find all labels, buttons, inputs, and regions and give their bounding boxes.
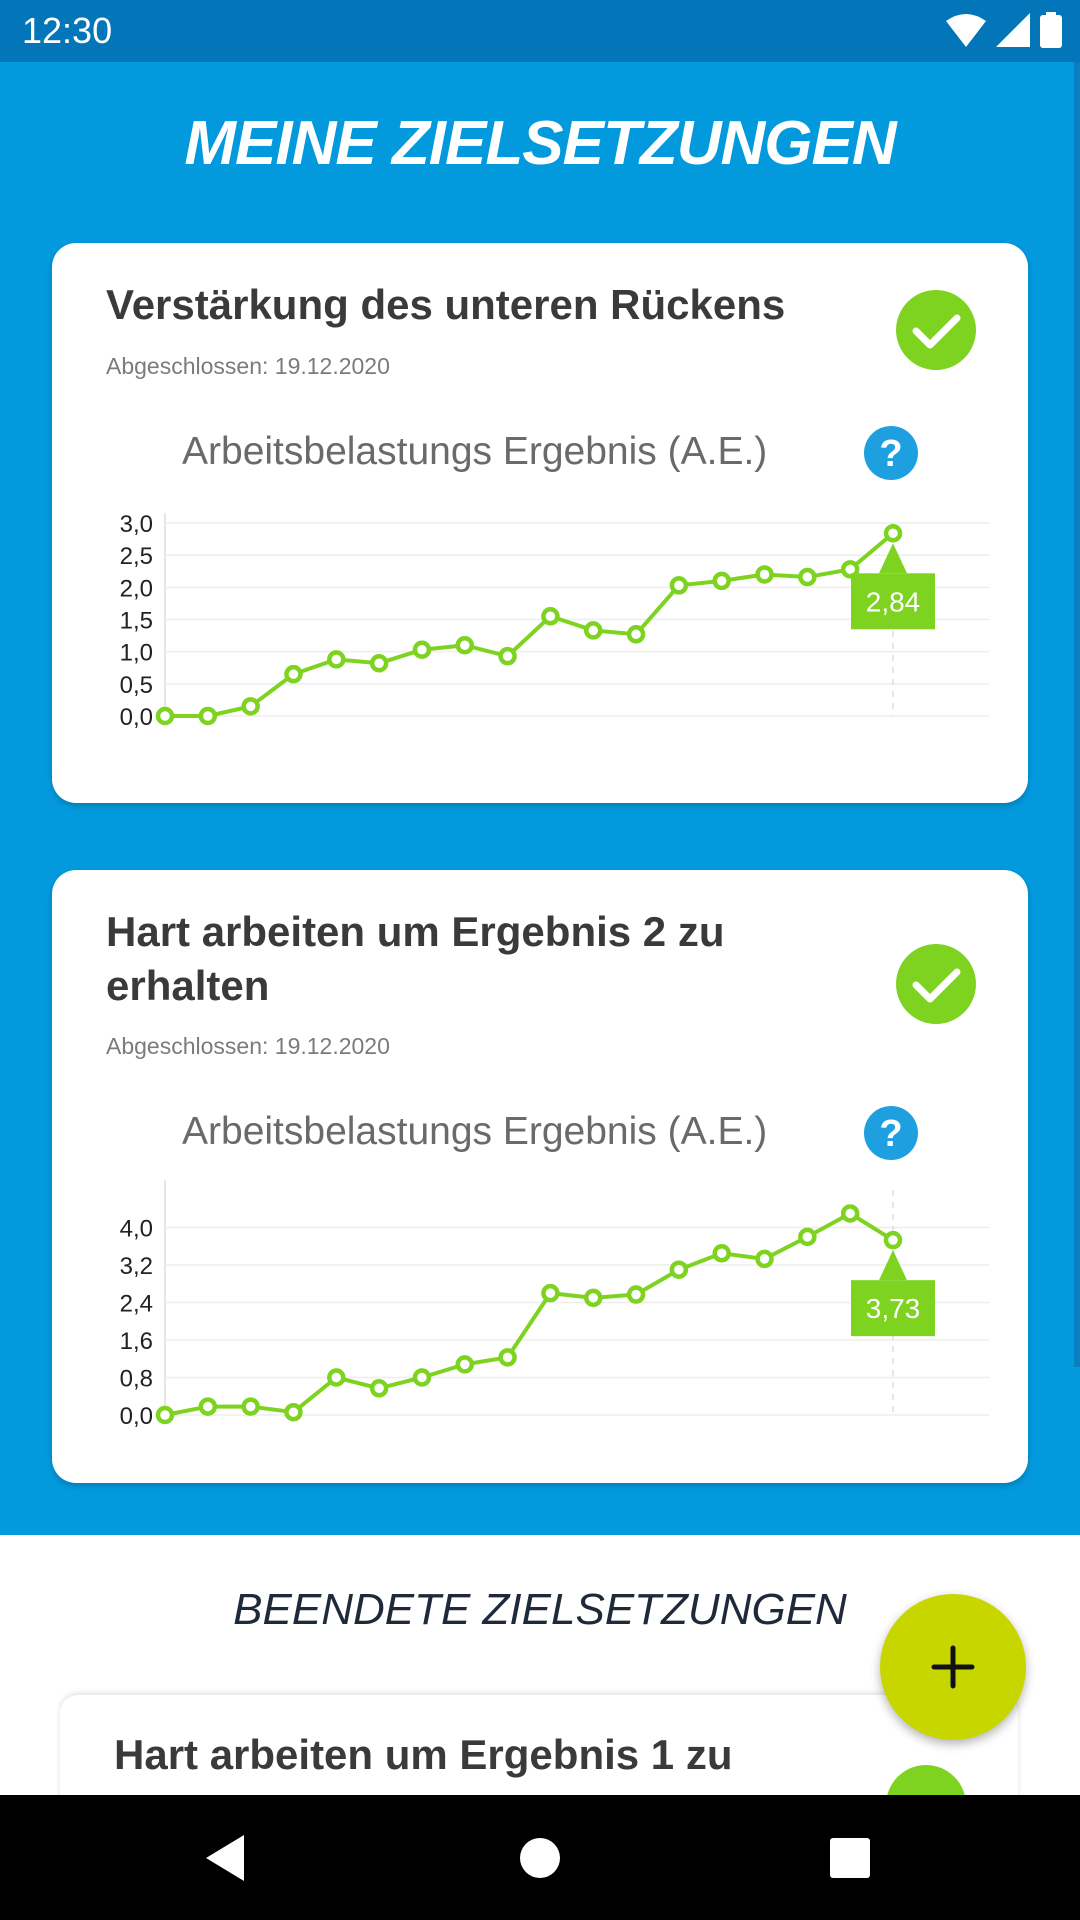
y-tick-label: 1,6: [120, 1328, 153, 1355]
data-point: [155, 1405, 175, 1425]
data-point: [541, 607, 560, 626]
marker-box: [851, 1280, 935, 1337]
status-icons: [946, 12, 1062, 48]
data-point: [327, 650, 346, 669]
data-point: [241, 1397, 260, 1416]
help-icon[interactable]: ?: [864, 1106, 918, 1160]
data-point: [583, 621, 603, 640]
line-chart: 0,0 0,5 1,0 1,5 2,0 2,5 3,0 2,84: [120, 511, 989, 731]
section-title: BEENDETE ZIELSETZUNGEN: [233, 1585, 847, 1634]
series-line: [165, 531, 895, 718]
data-point: [412, 1368, 432, 1387]
completion-date: Abgeschlossen: 19.12.2020: [106, 353, 390, 379]
svg-text:?: ?: [879, 1113, 902, 1155]
y-tick-label: 1,0: [120, 640, 153, 667]
check-icon: [896, 290, 976, 370]
data-point: [712, 571, 731, 591]
marker-pointer: [879, 543, 907, 574]
series-line: [164, 1211, 895, 1417]
data-point: [327, 1368, 346, 1387]
goal-title: Hart arbeiten um Ergebnis 1 zu: [114, 1731, 733, 1778]
status-time: 12:30: [22, 10, 113, 51]
recents-icon[interactable]: [817, 1825, 883, 1891]
data-point: [498, 646, 517, 666]
status-bar: 12:30: [0, 0, 1080, 62]
y-tick-label: 3,2: [120, 1253, 153, 1280]
data-point: [541, 1283, 560, 1303]
data-point: [840, 1204, 860, 1223]
data-point: [669, 1260, 689, 1279]
page-title: MEINE ZIELSETZUNGEN: [184, 109, 896, 178]
data-point: [284, 664, 303, 684]
data-point: [626, 625, 646, 644]
goal-card[interactable]: Hart arbeiten um Ergebnis 2 zu erhalten …: [52, 870, 1028, 1483]
last-value-label: 3,73: [866, 1293, 921, 1324]
line-chart: 0,0 0,8 1,6 2,4 3,2 4,0 3,73: [120, 1180, 989, 1430]
add-goal-button[interactable]: [880, 1594, 1026, 1740]
marker-box: [851, 573, 935, 630]
data-point: [455, 1355, 475, 1374]
help-icon[interactable]: ?: [864, 426, 918, 480]
data-point: [498, 1348, 517, 1367]
goal-title: Verstärkung des unteren Rückens: [106, 281, 786, 328]
data-point: [198, 1397, 218, 1416]
data-point: [883, 524, 903, 543]
data-point: [369, 1379, 389, 1398]
back-icon[interactable]: [192, 1825, 258, 1891]
plus-icon: [931, 1645, 975, 1689]
battery-icon: [1040, 12, 1062, 48]
y-tick-label: 0,0: [120, 1403, 153, 1430]
last-value-label: 2,84: [866, 586, 921, 617]
data-point: [798, 1227, 817, 1247]
data-point: [369, 653, 389, 673]
completion-date: Abgeschlossen: 19.12.2020: [106, 1033, 390, 1059]
goal-title: Hart arbeiten um Ergebnis 2 zu erhalten: [106, 908, 725, 1009]
y-tick-label: 1,5: [120, 608, 153, 635]
y-tick-label: 4,0: [120, 1216, 153, 1243]
navigation-bar: [0, 1795, 1080, 1920]
data-point: [155, 706, 175, 726]
data-point: [583, 1288, 603, 1308]
marker-pointer: [879, 1250, 907, 1281]
data-point: [626, 1285, 646, 1304]
svg-text:?: ?: [879, 433, 902, 475]
y-tick-label: 2,4: [120, 1291, 153, 1318]
scroll-indicator[interactable]: [1074, 62, 1080, 1367]
data-point: [755, 1249, 774, 1269]
home-icon[interactable]: [507, 1825, 573, 1891]
y-tick-label: 0,8: [120, 1366, 153, 1393]
data-point: [755, 565, 774, 584]
chart-title: Arbeitsbelastungs Ergebnis (A.E.): [182, 430, 768, 473]
y-tick-label: 0,0: [120, 704, 153, 731]
chart-title: Arbeitsbelastungs Ergebnis (A.E.): [182, 1110, 768, 1153]
data-point: [284, 1402, 303, 1422]
y-tick-label: 3,0: [120, 511, 153, 538]
check-icon: [896, 944, 976, 1024]
data-point: [883, 1230, 903, 1250]
y-tick-label: 2,0: [120, 575, 153, 602]
data-point: [798, 567, 817, 587]
data-point: [241, 697, 260, 716]
data-point: [840, 560, 860, 579]
data-point: [455, 635, 475, 655]
y-tick-label: 0,5: [120, 672, 153, 699]
data-point: [669, 576, 689, 595]
goal-card[interactable]: Verstärkung des unteren Rückens Abgeschl…: [52, 243, 1028, 803]
y-tick-label: 2,5: [120, 543, 153, 570]
data-point: [712, 1244, 731, 1263]
data-point: [198, 706, 218, 726]
data-point: [412, 640, 432, 659]
wifi-icon: [946, 14, 986, 47]
signal-icon: [996, 13, 1030, 47]
